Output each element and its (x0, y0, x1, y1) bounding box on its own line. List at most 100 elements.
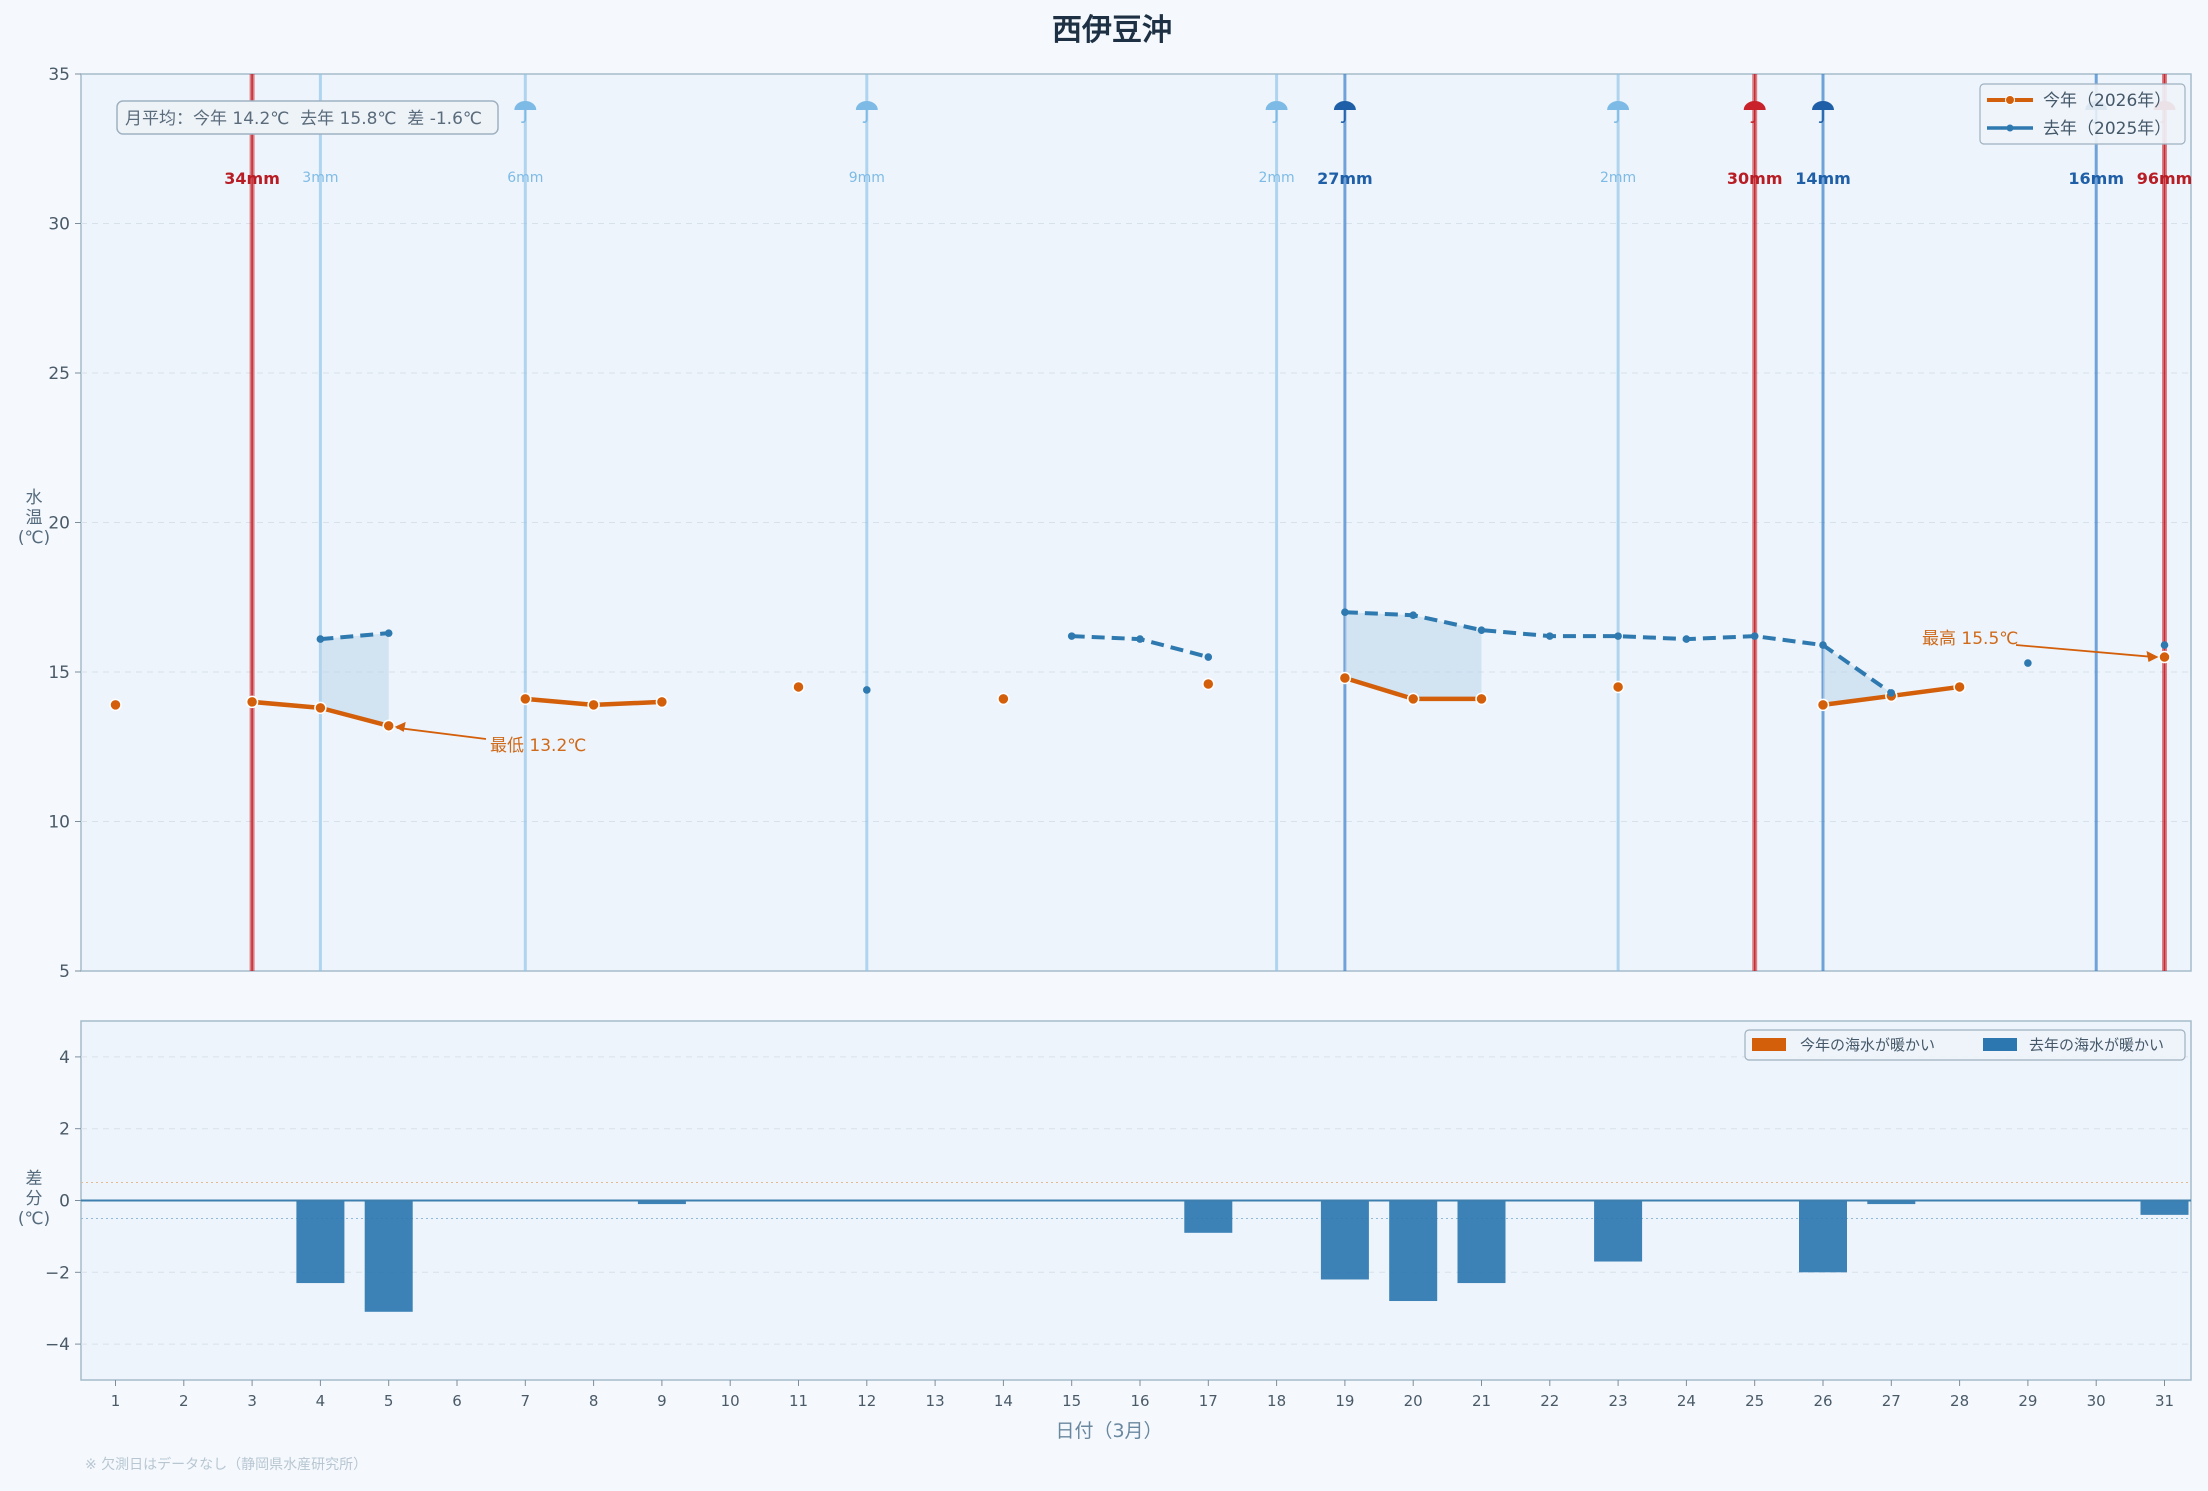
y-tick-label: −2 (45, 1263, 70, 1283)
legend-label-2026: 今年（2026年） (2043, 91, 2171, 111)
legend-swatch-warmer-this-year (1752, 1038, 1786, 1051)
x-tick-label: 6 (452, 1392, 462, 1410)
x-tick-label: 2 (179, 1392, 189, 1410)
x-tick-label: 11 (789, 1392, 808, 1410)
x-tick-label: 12 (857, 1392, 876, 1410)
data-point (2024, 659, 2032, 667)
umbrella-handle (521, 110, 527, 123)
temperature-y-axis-label: 水温(℃) (18, 488, 50, 548)
x-tick-label: 14 (994, 1392, 1013, 1410)
data-point (316, 635, 325, 643)
legend-swatch-warmer-last-year (1983, 1038, 2017, 1051)
data-point (655, 695, 669, 709)
data-point (587, 698, 600, 712)
difference-bar-day-21 (1457, 1200, 1506, 1284)
y-tick-label: 10 (48, 813, 70, 833)
x-tick-label: 1 (111, 1392, 121, 1410)
annotation-arrow (396, 726, 487, 740)
difference-bar-day-17 (1184, 1200, 1233, 1233)
x-tick-label: 10 (721, 1392, 740, 1410)
x-tick-label: 20 (1404, 1392, 1423, 1410)
footnote: ※ 欠測日はデータなし（静岡県水産研究所） (85, 1456, 367, 1473)
data-point (2158, 650, 2171, 664)
data-point (1475, 692, 1488, 706)
data-point (1409, 611, 1417, 619)
x-tick-label: 28 (1950, 1392, 1969, 1410)
x-tick-label: 26 (1813, 1392, 1832, 1410)
rain-marker-day-23: 2mm (1600, 74, 1636, 971)
annotation-minimum: 最低 13.2℃ (394, 721, 586, 756)
y-tick-label: 2 (59, 1120, 70, 1140)
data-point (1614, 632, 1622, 640)
rain-marker-day-18: 2mm (1259, 74, 1295, 971)
x-tick-label: 24 (1677, 1392, 1696, 1410)
x-tick-label: 25 (1745, 1392, 1764, 1410)
annotation-arrow (2015, 644, 2155, 658)
data-point (1406, 692, 1420, 706)
difference-bar-day-4 (296, 1200, 345, 1284)
data-point (1887, 689, 1896, 697)
data-point (792, 680, 805, 694)
monthly-average-box: 月平均：今年 14.2℃ 去年 15.8℃ 差 -1.6℃ (116, 100, 499, 135)
legend-label-2025: 去年（2025年） (2043, 119, 2171, 139)
x-axis-ticks: 1 2 3 4 5 6 7 8 9 10 11 12 13 14 15 16 17 18 19 20 21 22 23 24 2… (111, 1380, 2174, 1410)
temperature-y-ticks: 5 10 15 20 25 30 35 (48, 65, 81, 982)
umbrella-icon (855, 101, 878, 123)
difference-y-ticks: −4 −2 0 2 4 (45, 1048, 81, 1355)
temperature-panel (80, 73, 2192, 972)
annotation-arrowhead (394, 721, 406, 732)
umbrella-icon (1607, 101, 1630, 123)
x-tick-label: 5 (384, 1392, 394, 1410)
umbrella-icon (1265, 101, 1288, 123)
y-tick-label: 5 (59, 962, 70, 982)
umbrella-icon (1743, 101, 1766, 123)
y-tick-label: −4 (45, 1335, 70, 1355)
extreme-annotations: 最低 13.2℃ 最高 15.5℃ (394, 629, 2159, 756)
rain-amount-label: 16mm (2068, 169, 2124, 188)
data-point (245, 695, 259, 709)
difference-bar-day-5 (364, 1200, 413, 1312)
y-tick-label: 20 (48, 514, 70, 534)
x-tick-label: 15 (1062, 1392, 1081, 1410)
data-point (1682, 635, 1691, 643)
data-point (382, 719, 395, 733)
annotation-arrowhead (2146, 651, 2159, 663)
umbrella-handle (1750, 110, 1756, 123)
x-tick-label: 19 (1335, 1392, 1354, 1410)
rain-marker-day-19: 27mm (1317, 74, 1373, 971)
x-tick-label: 18 (1267, 1392, 1286, 1410)
data-point (1819, 641, 1827, 649)
data-point (997, 692, 1010, 706)
difference-bars (81, 1199, 2191, 1312)
y-tick-label: 4 (59, 1048, 70, 1068)
difference-fill (1823, 645, 1892, 705)
umbrella-canopy (1607, 101, 1630, 110)
annotation-label: 最低 13.2℃ (490, 736, 586, 756)
difference-fills (320, 612, 1892, 726)
data-point (1611, 680, 1625, 694)
umbrella-handle (1340, 110, 1346, 123)
rain-amount-label: 27mm (1317, 169, 1373, 188)
rain-amount-label: 14mm (1795, 169, 1851, 188)
legend-swatch-2026-marker (2005, 95, 2015, 105)
data-point (1953, 680, 1966, 694)
data-point (1816, 698, 1830, 712)
umbrella-canopy (1743, 101, 1766, 110)
difference-bar-day-27 (1867, 1200, 1916, 1205)
rain-amount-label: 3mm (302, 170, 338, 186)
data-point (1750, 632, 1759, 640)
series-2025 (316, 608, 2169, 697)
difference-bar-day-23 (1594, 1200, 1643, 1262)
x-tick-label: 27 (1882, 1392, 1901, 1410)
y-tick-label: 35 (48, 65, 70, 85)
annotation-maximum: 最高 15.5℃ (1922, 629, 2159, 663)
rain-markers: 34mm 3mm 6mm 9mm 2mm 27mm 2mm 30mm 14mm 16mm 96mm (224, 74, 2192, 971)
chart-title: 西伊豆沖 (1052, 13, 1172, 48)
x-tick-label: 21 (1472, 1392, 1491, 1410)
data-point (109, 698, 122, 712)
umbrella-handle (1272, 110, 1278, 123)
legend-label-warmer-this-year: 今年の海水が暖かい (1800, 1036, 1935, 1054)
difference-bar-day-19 (1320, 1200, 1369, 1280)
